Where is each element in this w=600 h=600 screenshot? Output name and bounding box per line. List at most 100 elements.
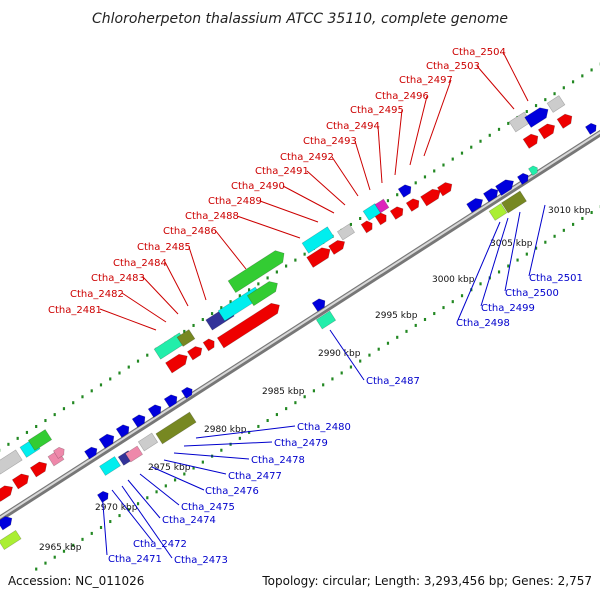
gene-label[interactable]: Ctha_2474	[162, 515, 216, 526]
gene-feature[interactable]	[131, 414, 146, 428]
gene-feature[interactable]	[227, 250, 285, 294]
gene-feature[interactable]	[466, 198, 484, 213]
gene-feature[interactable]	[336, 223, 356, 241]
gene-feature[interactable]	[0, 449, 23, 475]
track-dot	[238, 436, 241, 440]
gene-feature[interactable]	[115, 424, 130, 438]
track-dot	[312, 389, 316, 393]
track-dot	[451, 300, 454, 304]
gene-feature[interactable]	[165, 353, 188, 374]
gene-label[interactable]: Ctha_2494	[326, 121, 380, 132]
gene-feature[interactable]	[397, 184, 412, 198]
gene-label[interactable]: Ctha_2483	[91, 273, 145, 284]
gene-feature[interactable]	[29, 461, 48, 478]
gene-label[interactable]: Ctha_2501	[529, 273, 583, 284]
track-dot	[544, 240, 547, 244]
gene-feature[interactable]	[216, 302, 280, 349]
gene-feature[interactable]	[537, 123, 556, 140]
gene-feature[interactable]	[0, 485, 13, 502]
gene-feature[interactable]	[362, 203, 382, 221]
gene-feature[interactable]	[99, 456, 121, 476]
gene-feature[interactable]	[436, 182, 453, 197]
gene-label[interactable]: Ctha_2486	[163, 226, 217, 237]
gene-feature[interactable]	[84, 446, 98, 460]
gene-label[interactable]: Ctha_2479	[274, 438, 328, 449]
gene-label[interactable]: Ctha_2496	[375, 91, 429, 102]
gene-feature[interactable]	[482, 188, 499, 203]
gene-label[interactable]: Ctha_2498	[456, 318, 510, 329]
gene-feature[interactable]	[52, 446, 65, 459]
gene-feature[interactable]	[522, 133, 539, 149]
gene-feature[interactable]	[306, 247, 331, 268]
gene-feature[interactable]	[124, 445, 144, 463]
gene-label[interactable]: Ctha_2492	[280, 152, 334, 163]
gene-feature[interactable]	[528, 165, 538, 176]
gene-feature[interactable]	[0, 529, 22, 551]
gene-label[interactable]: Ctha_2484	[113, 258, 167, 269]
gene-label[interactable]: Ctha_2480	[297, 422, 351, 433]
gene-label[interactable]: Ctha_2473	[174, 555, 228, 566]
gene-feature[interactable]	[584, 122, 597, 135]
gene-feature[interactable]	[374, 198, 390, 214]
gene-feature[interactable]	[301, 226, 335, 254]
gene-label[interactable]: Ctha_2503	[426, 61, 480, 72]
gene-feature[interactable]	[516, 172, 529, 185]
gene-feature[interactable]	[311, 298, 326, 312]
gene-label[interactable]: Ctha_2482	[70, 289, 124, 300]
gene-label[interactable]: Ctha_2487	[366, 376, 420, 387]
gene-label[interactable]: Ctha_2499	[481, 303, 535, 314]
gene-feature[interactable]	[246, 281, 278, 307]
gene-label[interactable]: Ctha_2491	[255, 166, 309, 177]
gene-feature[interactable]	[0, 516, 13, 531]
gene-label[interactable]: Ctha_2500	[505, 288, 559, 299]
track-dot	[210, 312, 214, 316]
gene-features	[0, 95, 597, 551]
gene-feature[interactable]	[180, 386, 193, 399]
gene-feature[interactable]	[186, 346, 203, 361]
gene-label[interactable]: Ctha_2481	[48, 305, 102, 316]
gene-label[interactable]: Ctha_2485	[137, 242, 191, 253]
gene-feature[interactable]	[155, 411, 197, 445]
track-dot	[257, 282, 260, 286]
gene-label[interactable]: Ctha_2472	[133, 539, 187, 550]
gene-label[interactable]: Ctha_2495	[350, 105, 404, 116]
gene-feature[interactable]	[163, 394, 178, 408]
gene-feature[interactable]	[11, 473, 30, 490]
gene-feature[interactable]	[137, 432, 159, 452]
gene-feature[interactable]	[501, 190, 527, 214]
gene-feature[interactable]	[176, 329, 196, 347]
track-dot	[294, 401, 297, 405]
gene-feature[interactable]	[556, 113, 573, 129]
track-dot	[16, 436, 19, 440]
gene-feature[interactable]	[524, 107, 549, 128]
gene-feature[interactable]	[328, 240, 346, 255]
gene-label[interactable]: Ctha_2476	[205, 486, 259, 497]
gene-label[interactable]: Ctha_2493	[303, 136, 357, 147]
gene-label[interactable]: Ctha_2489	[208, 196, 262, 207]
gene-label[interactable]: Ctha_2497	[399, 75, 453, 86]
gene-feature[interactable]	[546, 95, 566, 113]
gene-label[interactable]: Ctha_2488	[185, 211, 239, 222]
gene-feature[interactable]	[405, 198, 420, 212]
gene-feature[interactable]	[27, 429, 53, 451]
gene-feature[interactable]	[360, 220, 373, 234]
gene-feature[interactable]	[495, 179, 514, 196]
track-dot	[534, 246, 538, 250]
gene-feature[interactable]	[315, 310, 337, 330]
gene-label[interactable]: Ctha_2504	[452, 47, 506, 58]
gene-feature[interactable]	[389, 206, 404, 220]
gene-label[interactable]: Ctha_2490	[231, 181, 285, 192]
gene-feature[interactable]	[147, 404, 162, 418]
gene-feature[interactable]	[202, 338, 215, 352]
gene-label[interactable]: Ctha_2471	[108, 554, 162, 565]
track-dot	[553, 234, 556, 238]
gene-label[interactable]: Ctha_2475	[181, 502, 235, 513]
gene-feature[interactable]	[488, 203, 508, 221]
gene-label[interactable]: Ctha_2478	[251, 455, 305, 466]
gene-feature[interactable]	[98, 433, 115, 449]
gene-label[interactable]: Ctha_2477	[228, 471, 282, 482]
gene-feature[interactable]	[420, 188, 441, 207]
track-dot	[572, 222, 575, 226]
tick-3000: 3000 kbp	[432, 275, 475, 285]
